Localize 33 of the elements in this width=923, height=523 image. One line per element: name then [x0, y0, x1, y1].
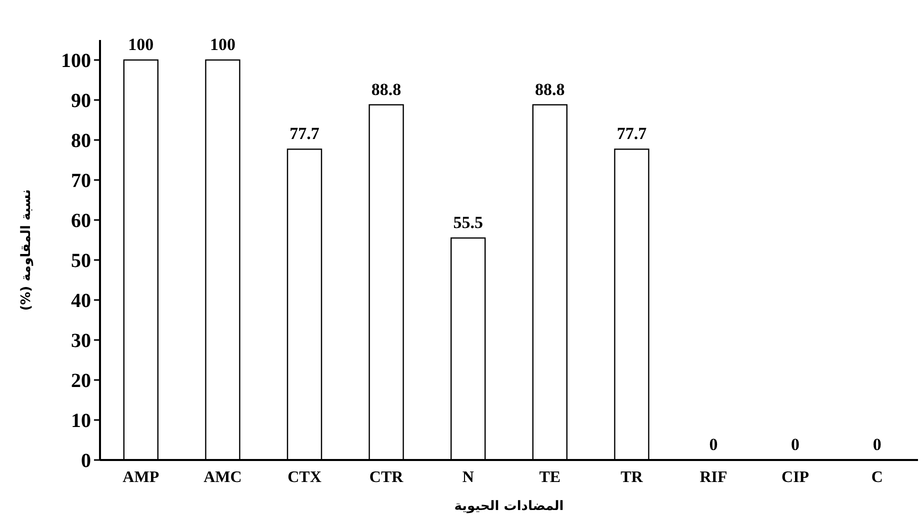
- x-tick-label: C: [871, 469, 883, 486]
- data-label: 100: [128, 35, 154, 54]
- y-axis-title: نسبة المقاومة (%): [19, 189, 34, 311]
- y-tick-label: 50: [71, 250, 91, 272]
- y-tick-label: 20: [71, 370, 91, 392]
- x-tick-label: N: [462, 469, 474, 486]
- y-tick-label: 40: [71, 290, 91, 312]
- data-label: 0: [872, 435, 882, 454]
- data-label: 100: [210, 35, 236, 54]
- x-tick-label: AMP: [122, 469, 160, 486]
- x-tick-label: RIF: [700, 469, 728, 486]
- data-label: 0: [709, 435, 718, 454]
- x-tick-label: CTR: [369, 469, 404, 486]
- data-label: 77.7: [290, 124, 320, 144]
- y-tick-label: 10: [71, 410, 91, 432]
- data-label: 55.5: [453, 213, 483, 232]
- x-tick-label: CIP: [782, 469, 810, 486]
- y-tick-label: 100: [61, 50, 91, 72]
- x-tick-label: CTX: [288, 469, 322, 486]
- data-label: 88.8: [371, 80, 402, 99]
- y-tick-label: 70: [71, 170, 91, 192]
- x-tick-label: TE: [539, 469, 561, 486]
- data-label: 88.8: [535, 80, 565, 99]
- data-label: 77.7: [616, 124, 648, 144]
- y-tick-label: 0: [81, 450, 91, 472]
- x-tick-label: AMC: [204, 469, 242, 486]
- x-tick-label: TR: [620, 469, 644, 486]
- y-tick-label: 60: [71, 210, 91, 232]
- y-tick-label: 80: [71, 130, 91, 152]
- y-tick-label: 90: [71, 90, 91, 112]
- data-label: 0: [791, 435, 800, 454]
- x-axis-title: المضادات الحيوية: [454, 499, 564, 514]
- y-tick-label: 30: [71, 330, 91, 352]
